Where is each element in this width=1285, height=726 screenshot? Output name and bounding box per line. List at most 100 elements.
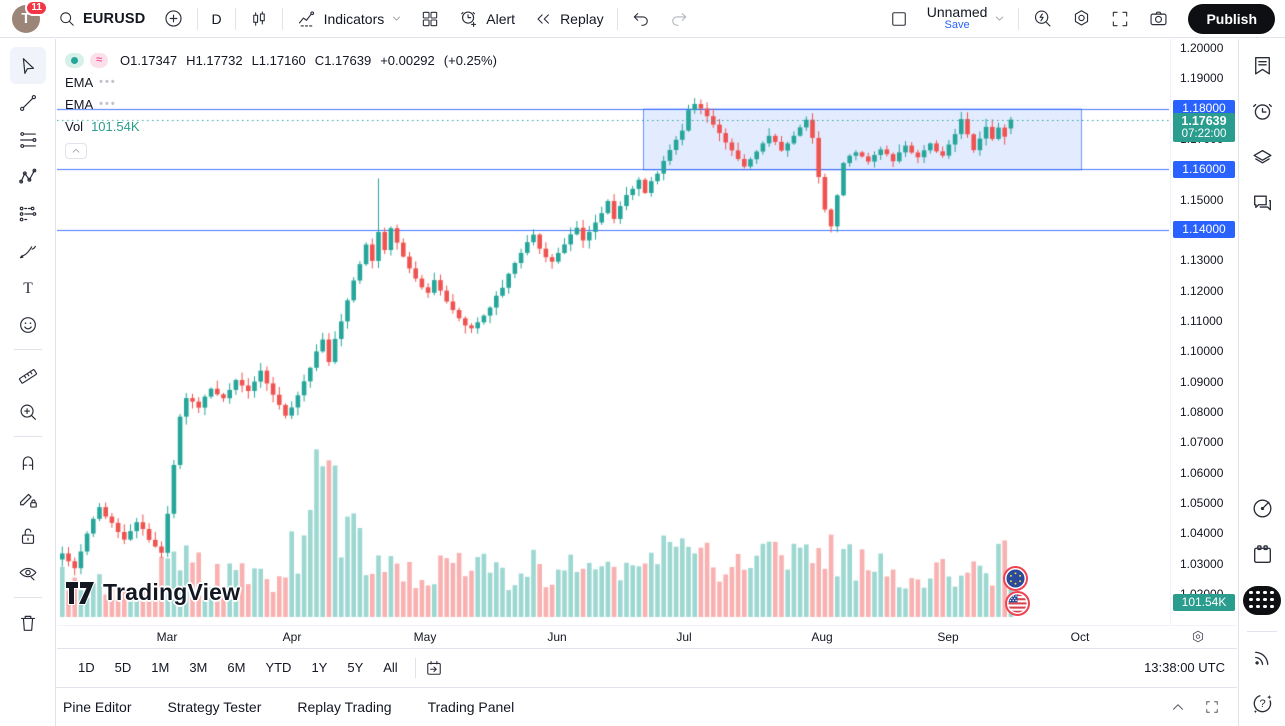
layout-grid-button[interactable] bbox=[411, 0, 449, 37]
time-axis[interactable]: Mar Apr May Jun Jul Aug Sep Oct bbox=[57, 625, 1237, 648]
measure-tool-button[interactable] bbox=[10, 356, 46, 393]
chat-button[interactable] bbox=[1243, 183, 1281, 223]
interval-label: D bbox=[211, 10, 222, 27]
tab-strategy-tester[interactable]: Strategy Tester bbox=[167, 699, 262, 715]
publish-button[interactable]: Publish bbox=[1188, 3, 1275, 34]
lock-drawings-button[interactable] bbox=[10, 517, 46, 554]
text-icon: T bbox=[23, 280, 33, 297]
range-button-5d[interactable]: 5D bbox=[114, 660, 132, 675]
quick-search-button[interactable] bbox=[1023, 0, 1062, 37]
zoom-in-tool-button[interactable] bbox=[10, 393, 46, 430]
eye-slash-icon bbox=[19, 567, 36, 580]
open-label: O bbox=[120, 52, 131, 68]
range-button-5y[interactable]: 5Y bbox=[347, 660, 364, 675]
indicators-button[interactable]: Indicators bbox=[287, 0, 412, 37]
brush-tool-button[interactable] bbox=[10, 232, 46, 269]
magnet-icon bbox=[22, 455, 33, 470]
chart-style-button[interactable] bbox=[240, 0, 278, 37]
calendar-button[interactable] bbox=[1243, 534, 1281, 574]
remove-drawings-button[interactable] bbox=[10, 604, 46, 641]
object-tree-button[interactable] bbox=[1243, 137, 1281, 177]
price-axis[interactable]: 1.17639 07:22:00 101.54K 1.20000 1.19000 1… bbox=[1170, 39, 1237, 625]
replay-button[interactable]: Replay bbox=[524, 0, 613, 37]
pattern-tool-button[interactable] bbox=[10, 158, 46, 195]
market-open-status-pill[interactable] bbox=[65, 52, 84, 68]
legend-ema2-row[interactable]: EMA ••• bbox=[65, 93, 497, 115]
legend-volume-row[interactable]: Vol 101.54K bbox=[65, 115, 497, 137]
alerts-panel-button[interactable] bbox=[1243, 91, 1281, 131]
symbol-name: EURUSD bbox=[83, 10, 146, 27]
price-tick-label: 1.03000 bbox=[1180, 556, 1224, 571]
maximize-panel-icon[interactable] bbox=[1203, 698, 1221, 716]
economic-event-eu-flag-icon[interactable] bbox=[1003, 566, 1028, 591]
chart-pane[interactable]: ≈ O1.17347 H1.17732 L1.17160 C1.17639 +0… bbox=[57, 39, 1169, 625]
tab-trading-panel[interactable]: Trading Panel bbox=[427, 699, 515, 715]
avatar-letter: T bbox=[21, 10, 31, 27]
range-button-3m[interactable]: 3M bbox=[189, 660, 208, 675]
layout-name-button[interactable]: Unnamed Save bbox=[918, 0, 1015, 37]
drawn-level-axis-label[interactable]: 1.14000 bbox=[1173, 221, 1235, 239]
fullscreen-button[interactable] bbox=[1101, 0, 1139, 37]
apps-menu-button[interactable] bbox=[1243, 580, 1281, 620]
range-button-6m[interactable]: 6M bbox=[227, 660, 246, 675]
magnet-mode-button[interactable] bbox=[10, 443, 46, 480]
legend-ema1-row[interactable]: EMA ••• bbox=[65, 71, 497, 93]
go-to-date-button[interactable] bbox=[424, 658, 444, 678]
economic-event-us-flag-icon[interactable] bbox=[1005, 591, 1030, 616]
expand-panel-chevron-icon[interactable] bbox=[1169, 698, 1187, 716]
redo-button[interactable] bbox=[660, 0, 698, 37]
range-button-1m[interactable]: 1M bbox=[151, 660, 170, 675]
drawing-mode-button[interactable] bbox=[10, 480, 46, 517]
news-feed-button[interactable] bbox=[1243, 637, 1281, 677]
settings-button[interactable] bbox=[1062, 0, 1101, 37]
snapshot-button[interactable] bbox=[1139, 0, 1178, 37]
help-sparkle-icon: ? bbox=[1253, 694, 1271, 713]
emoji-tool-button[interactable] bbox=[10, 306, 46, 343]
calendar-icon bbox=[1253, 544, 1271, 563]
approx-values-status-pill[interactable]: ≈ bbox=[90, 52, 109, 68]
axis-settings-button[interactable] bbox=[1190, 629, 1206, 645]
user-avatar[interactable]: T 11 bbox=[12, 0, 48, 33]
help-button[interactable]: ? bbox=[1243, 683, 1281, 723]
compare-add-symbol-button[interactable] bbox=[154, 0, 193, 37]
legend-collapse-button[interactable] bbox=[65, 143, 87, 159]
layout-select-button[interactable] bbox=[880, 0, 918, 37]
ohlc-values: O1.17347 H1.17732 L1.17160 C1.17639 +0.0… bbox=[120, 53, 497, 68]
fib-retracement-tool-button[interactable] bbox=[10, 121, 46, 158]
tab-pine-editor[interactable]: Pine Editor bbox=[63, 699, 132, 715]
range-button-1y[interactable]: 1Y bbox=[311, 660, 328, 675]
change-percent: (+0.25%) bbox=[443, 52, 497, 68]
prediction-tool-button[interactable] bbox=[10, 195, 46, 232]
save-label[interactable]: Save bbox=[944, 19, 970, 32]
candlestick-chart-canvas[interactable] bbox=[57, 39, 1169, 625]
range-button-ytd[interactable]: YTD bbox=[265, 660, 292, 675]
gauge-target-icon bbox=[1252, 498, 1272, 518]
cursor-tool-button[interactable] bbox=[9, 47, 46, 84]
drawn-level-axis-label[interactable]: 1.16000 bbox=[1173, 160, 1235, 178]
price-tick-label: 1.06000 bbox=[1180, 465, 1224, 480]
undo-button[interactable] bbox=[622, 0, 660, 37]
indicators-icon bbox=[298, 11, 314, 27]
layout-square-icon bbox=[891, 11, 906, 26]
interval-button[interactable]: D bbox=[202, 0, 230, 37]
price-tick-label: 1.20000 bbox=[1180, 41, 1224, 55]
brush-icon bbox=[19, 245, 36, 258]
price-tick-label: 1.07000 bbox=[1180, 435, 1224, 450]
alert-button[interactable]: Alert bbox=[449, 0, 524, 37]
quick-search-icon bbox=[1035, 10, 1051, 27]
alarm-clock-icon bbox=[1252, 103, 1272, 120]
range-button-all[interactable]: All bbox=[383, 660, 398, 675]
trend-line-tool-button[interactable] bbox=[10, 84, 46, 121]
separator bbox=[1018, 7, 1020, 30]
screener-button[interactable] bbox=[1243, 488, 1281, 528]
watchlist-button[interactable] bbox=[1243, 45, 1281, 85]
text-tool-button[interactable]: T bbox=[10, 269, 46, 306]
cursor-icon bbox=[22, 57, 34, 74]
clock-utc[interactable]: 13:38:00 UTC bbox=[1144, 660, 1225, 675]
range-button-1d[interactable]: 1D bbox=[78, 660, 95, 675]
month-tick-label: Sep bbox=[937, 630, 959, 644]
tab-replay-trading[interactable]: Replay Trading bbox=[297, 699, 392, 715]
symbol-search-button[interactable]: EURUSD bbox=[48, 0, 154, 37]
separator bbox=[234, 7, 236, 30]
hide-drawings-button[interactable] bbox=[10, 554, 46, 591]
